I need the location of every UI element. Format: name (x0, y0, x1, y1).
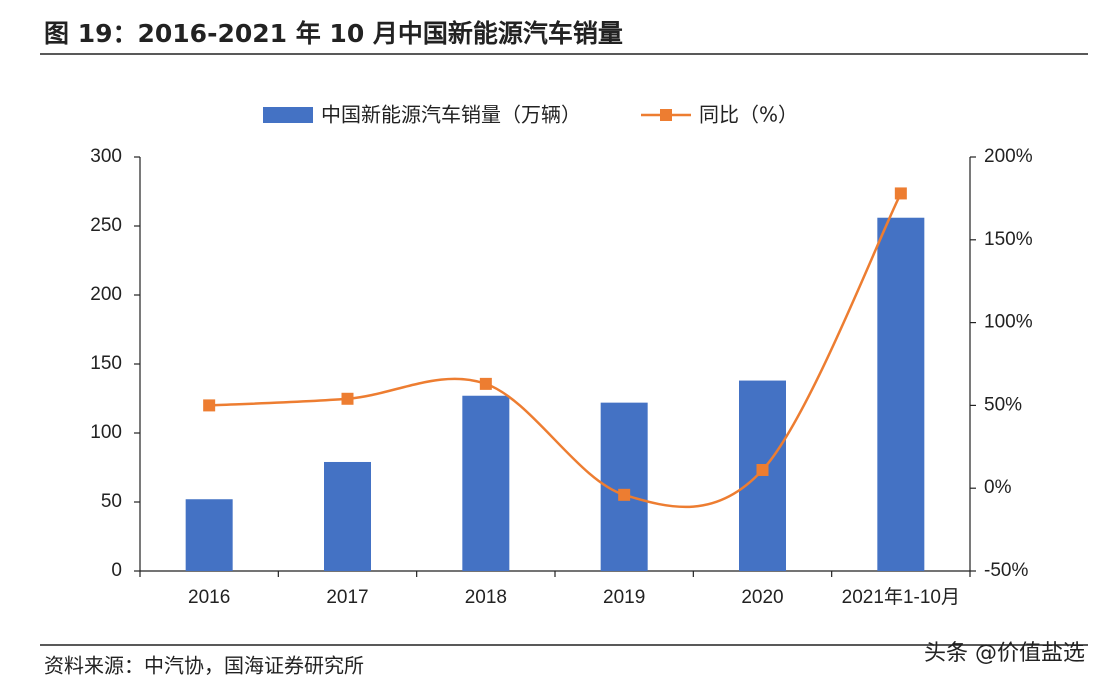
y2-tick-label: 150% (984, 229, 1033, 250)
y2-tick-label: -50% (984, 560, 1028, 581)
source: 资料来源：中汽协，国海证券研究所 (44, 654, 364, 678)
y-tick-label: 100 (90, 422, 122, 443)
y-tick-label: 50 (101, 491, 122, 512)
x-tick-label: 2019 (603, 587, 645, 608)
chart-title: 图 19：2016-2021 年 10 月中国新能源汽车销量 (44, 19, 623, 48)
marker (203, 399, 216, 412)
y-tick-label: 150 (90, 353, 122, 374)
y-tick-label: 250 (90, 215, 122, 236)
x-tick-label: 2016 (188, 587, 230, 608)
x-tick-label: 2020 (741, 587, 783, 608)
watermark: 头条 @价值盐选 (924, 641, 1085, 666)
marker (341, 392, 354, 405)
x-tick-label: 2018 (465, 587, 507, 608)
marker (894, 187, 907, 200)
y2-tick-label: 200% (984, 146, 1033, 167)
bar (462, 395, 510, 571)
legend-swatch (263, 107, 313, 123)
marker (618, 488, 631, 501)
y2-tick-label: 100% (984, 312, 1033, 333)
bar (185, 499, 233, 571)
x-tick-label: 2021年1-10月 (842, 586, 960, 608)
legend-swatch (660, 109, 672, 121)
marker (479, 377, 492, 390)
bar (877, 217, 925, 571)
legend-label: 同比（%） (699, 103, 798, 127)
bar (324, 461, 371, 571)
marker (756, 463, 769, 476)
y2-tick-label: 50% (984, 394, 1022, 415)
y-tick-label: 0 (111, 560, 122, 581)
y2-tick-label: 0% (984, 477, 1012, 498)
y-tick-label: 300 (90, 146, 122, 167)
x-tick-label: 2017 (326, 587, 368, 608)
y-tick-label: 200 (90, 284, 122, 305)
legend-label: 中国新能源汽车销量（万辆） (321, 103, 581, 127)
line (209, 192, 902, 509)
